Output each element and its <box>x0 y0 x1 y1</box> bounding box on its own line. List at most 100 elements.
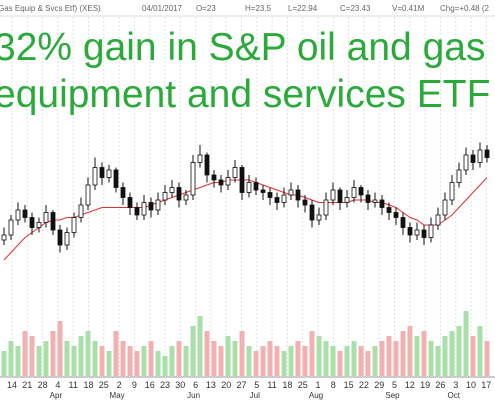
volume-bar <box>337 351 343 376</box>
volume-bar <box>484 341 490 376</box>
volume-bar <box>253 351 259 376</box>
x-tick-label: 23 <box>160 380 170 390</box>
header-field: 04/01/2017 <box>142 4 183 13</box>
candle-body <box>267 192 273 198</box>
volume-bar <box>267 341 273 376</box>
candle-body <box>414 229 420 236</box>
candle-body <box>50 212 56 231</box>
volume-bar <box>274 346 280 376</box>
x-tick-label: 5 <box>254 380 259 390</box>
volume-bar <box>169 346 175 376</box>
volume-bar <box>435 346 441 376</box>
volume-bar <box>225 336 231 376</box>
candle-body <box>302 199 308 206</box>
x-tick-label: 18 <box>83 380 93 390</box>
volume-bar <box>281 351 287 376</box>
candle-body <box>71 217 77 233</box>
header-field: V=0.41M <box>392 4 425 13</box>
x-tick-label: 21 <box>22 380 32 390</box>
candle-body <box>449 182 455 201</box>
candle-body <box>421 229 427 238</box>
x-tick-label: 5 <box>392 380 397 390</box>
chart-title: equipment and services ETF <box>0 73 490 116</box>
volume-bar <box>190 326 196 376</box>
candle-body <box>162 192 168 201</box>
volume-bar <box>386 336 392 376</box>
volume-bar <box>148 341 154 376</box>
volume-bar <box>43 341 49 376</box>
candle-body <box>239 167 245 193</box>
candle-body <box>365 194 371 203</box>
candle-body <box>1 234 7 241</box>
x-tick-label: 10 <box>466 380 476 390</box>
volume-bar <box>183 346 189 376</box>
volume-bar <box>344 346 350 376</box>
candle-body <box>57 229 63 246</box>
candle-body <box>344 197 350 203</box>
x-tick-label: 2 <box>117 380 122 390</box>
volume-bar <box>330 346 336 376</box>
volume-bar <box>449 331 455 376</box>
candle-body <box>29 217 35 228</box>
x-tick-label: 9 <box>132 380 137 390</box>
volume-bar <box>78 336 84 376</box>
month-label: Apr <box>50 391 63 400</box>
volume-bar <box>414 336 420 376</box>
volume-bar <box>1 351 7 376</box>
candle-body <box>155 199 161 211</box>
x-tick-label: 25 <box>298 380 308 390</box>
volume-bar <box>400 331 406 376</box>
x-tick-label: 14 <box>7 380 17 390</box>
header-field: O=23 <box>196 4 216 13</box>
volume-bar <box>134 351 140 376</box>
volume-bar <box>92 341 98 376</box>
candle-body <box>442 199 448 216</box>
volume-bar <box>393 341 399 376</box>
volume-bar <box>162 356 168 376</box>
volume-bar <box>323 341 329 376</box>
candle-body <box>148 202 154 211</box>
header-field: L=22.94 <box>288 4 318 13</box>
candle-body <box>316 214 322 221</box>
candle-body <box>43 212 49 223</box>
volume-bar <box>8 341 14 376</box>
x-tick-label: 30 <box>175 380 185 390</box>
candle-body <box>190 162 196 196</box>
candle-body <box>211 174 217 181</box>
volume-bar <box>288 346 294 376</box>
month-label: Oct <box>447 391 460 400</box>
volume-bar <box>50 331 56 376</box>
x-tick-label: 17 <box>481 380 491 390</box>
volume-bar <box>204 331 210 376</box>
volume-bar <box>246 346 252 376</box>
candle-body <box>253 182 259 191</box>
volume-bar <box>155 351 161 376</box>
volume-bar <box>477 326 483 376</box>
volume-bar <box>232 341 238 376</box>
x-tick-label: 3 <box>453 380 458 390</box>
x-tick-label: 22 <box>359 380 369 390</box>
volume-bar <box>463 311 469 376</box>
volume-bar <box>351 341 357 376</box>
volume-bar <box>176 341 182 376</box>
volume-bar <box>470 336 476 376</box>
volume-bar <box>141 346 147 376</box>
candle-body <box>127 197 133 208</box>
volume-bar <box>71 346 77 376</box>
volume-bar <box>106 351 112 376</box>
candle-body <box>358 187 364 196</box>
x-tick-label: 25 <box>99 380 109 390</box>
volume-bar <box>302 346 308 376</box>
volume-bar <box>442 336 448 376</box>
candle-body <box>260 189 266 193</box>
candle-body <box>8 219 14 236</box>
volume-bar <box>15 346 21 376</box>
volume-bar <box>85 331 91 376</box>
volume-bar <box>64 341 70 376</box>
volume-bar <box>57 321 63 376</box>
header-field: C=23.43 <box>340 4 371 13</box>
candle-body <box>351 187 357 198</box>
month-label: Jun <box>187 391 200 400</box>
x-tick-label: 13 <box>206 380 216 390</box>
